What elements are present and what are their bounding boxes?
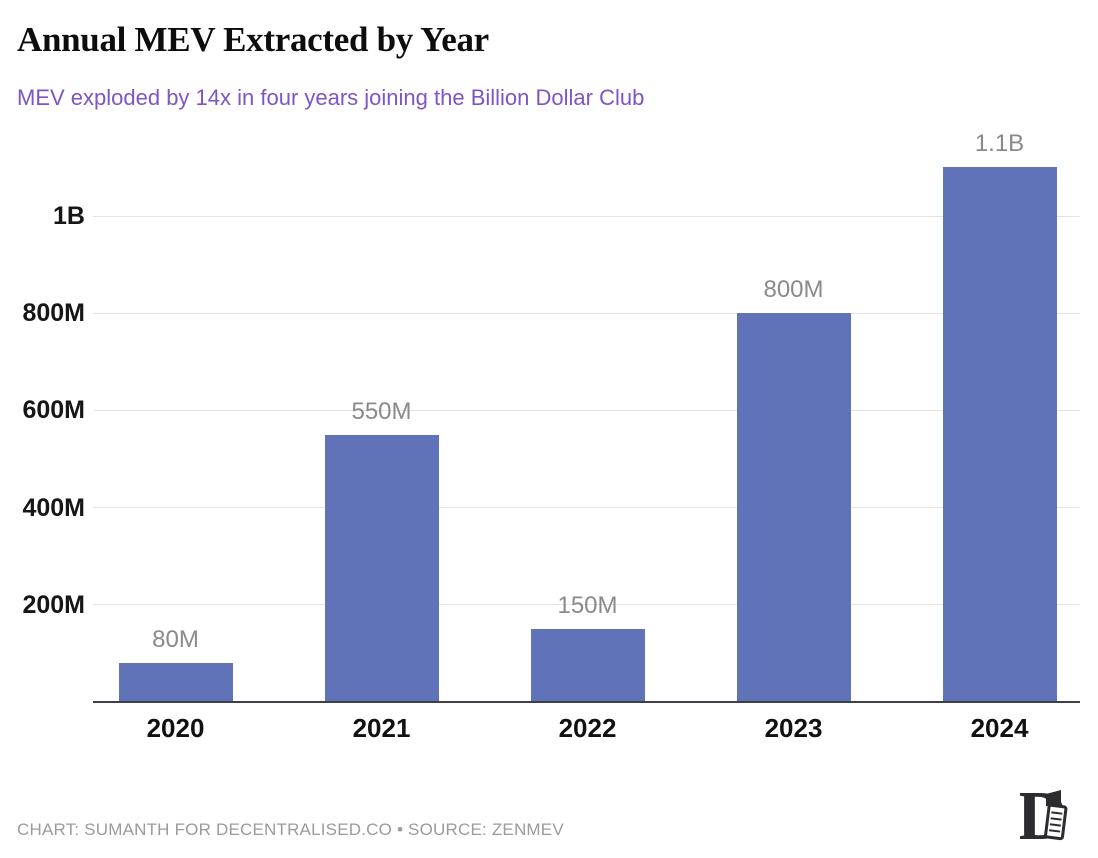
bar-2024 [942, 167, 1057, 702]
y-axis-tick-800M: 800M [22, 299, 85, 328]
bar-2020 [118, 663, 233, 702]
decentralised-logo: D [1020, 782, 1068, 850]
x-axis-tick-2024: 2024 [970, 713, 1029, 743]
x-axis-line [93, 701, 1080, 703]
bar-2022 [530, 629, 645, 702]
bar-2021 [324, 434, 439, 702]
x-axis-tick-2021: 2021 [352, 713, 411, 743]
value-label-2020: 80M [152, 626, 199, 654]
gridline-200M [93, 604, 1080, 606]
gridline-400M [93, 507, 1080, 509]
y-axis-tick-1B: 1B [53, 202, 85, 230]
x-axis-tick-2020: 2020 [146, 713, 205, 743]
bar-2023 [736, 313, 851, 702]
logo-scroll-icon [1044, 803, 1068, 841]
value-label-2022: 150M [557, 592, 618, 620]
y-axis-tick-600M: 600M [22, 396, 85, 425]
value-label-2023: 800M [763, 276, 824, 304]
logo-flag-shape [1046, 790, 1061, 808]
gridline-1B [93, 215, 1080, 217]
gridline-800M [93, 312, 1080, 314]
x-axis-tick-2022: 2022 [558, 713, 617, 743]
chart-title: Annual MEV Extracted by Year [17, 20, 489, 59]
x-axis-tick-2023: 2023 [764, 713, 823, 743]
y-axis-tick-200M: 200M [22, 590, 85, 619]
value-label-2021: 550M [351, 397, 412, 425]
chart-subtitle: MEV exploded by 14x in four years joinin… [17, 85, 645, 110]
credit-text: CHART: SUMANTH FOR DECENTRALISED.CO • SO… [17, 820, 564, 839]
y-axis-tick-400M: 400M [22, 493, 85, 522]
value-label-2024: 1.1B [974, 130, 1025, 158]
gridline-600M [93, 409, 1080, 411]
